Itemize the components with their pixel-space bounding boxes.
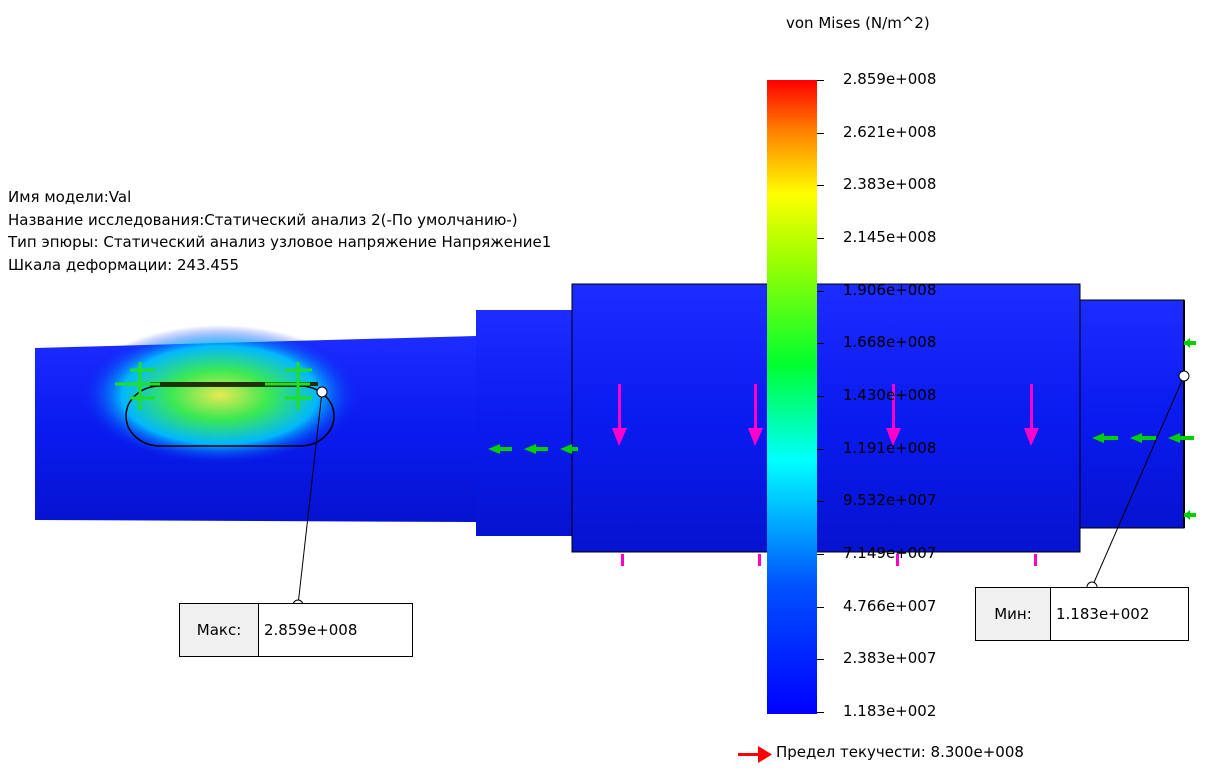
legend-tick-mark [817,659,824,661]
study-info-block: Имя модели:Val Название исследования:Ста… [8,186,551,276]
legend-tick-mark [817,80,824,81]
legend-tick-mark [817,606,824,608]
legend-tick-mark [817,238,824,239]
shaft-model [35,283,1196,566]
max-callout-value: 2.859e+008 [264,621,358,639]
legend-tick-label: 1.191e+008 [843,438,937,457]
keyway-fixtures [115,362,312,410]
legend-title: von Mises (N/m^2) [786,14,930,32]
legend-tick-label: 2.383e+008 [843,175,937,194]
legend-tick-label: 4.766e+007 [843,596,937,615]
max-callout-label: Макс: [180,604,259,656]
shaft-collar-segment [476,310,572,536]
legend-tick-label: 2.859e+008 [843,70,937,88]
keyway-stress-hotspot [80,325,360,465]
shaft-right-segment [1079,299,1185,529]
shaft-main-segment [571,283,1081,553]
load-arrows [612,384,1039,566]
min-callout-value: 1.183e+002 [1056,605,1150,623]
legend-tick-mark [817,290,824,292]
legend-tick-label: 1.668e+008 [843,333,937,352]
legend-tick-label: 2.621e+008 [843,122,937,141]
legend-tick-mark [817,132,824,134]
keyway-outline [125,385,335,447]
legend-tick-label: 2.383e+007 [843,649,937,668]
model-name-text: Имя модели:Val [8,188,132,206]
legend-tick-label: 7.149e+007 [843,544,937,562]
fixture-arrows [488,338,1196,520]
legend-tick-mark [817,712,824,713]
legend-tick-label: 1.183e+002 [843,702,937,720]
legend-tick-mark [817,448,824,450]
legend-tick-mark [817,501,824,503]
legend-colorbar [767,80,817,714]
plot-type-text: Тип эпюры: Статический анализ узловое на… [8,233,552,251]
study-name-text: Название исследования:Статический анализ… [8,210,518,229]
legend-tick-mark [817,343,824,345]
legend-tick-label: 1.430e+008 [843,386,937,404]
legend-tick-mark [817,185,824,187]
legend-tick-label: 9.532e+007 [843,491,937,510]
min-callout-label: Мин: [976,588,1051,640]
max-callout[interactable]: Макс: 2.859e+008 [179,603,413,657]
deformation-scale-text: Шкала деформации: 243.455 [8,255,240,274]
legend-tick-mark [817,396,824,397]
yield-arrow-icon [738,746,772,763]
legend-tick-mark [817,554,824,555]
legend-tick-label: 2.145e+008 [843,228,937,246]
yield-strength-text: Предел текучести: 8.300e+008 [776,743,1024,761]
legend-tick-label: 1.906e+008 [843,280,937,299]
min-callout[interactable]: Мин: 1.183e+002 [975,587,1189,641]
